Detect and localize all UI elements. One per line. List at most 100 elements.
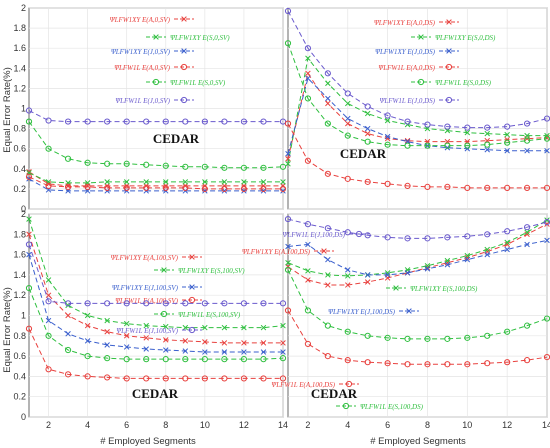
data-point (285, 259, 291, 266)
legend-marker (180, 96, 188, 104)
data-point (84, 322, 91, 329)
x-tick-label: 14 (542, 420, 550, 430)
legend-marker (189, 254, 195, 260)
series-tl-5 (25, 107, 287, 125)
data-point (325, 272, 331, 278)
data-point (305, 55, 311, 62)
legend-entry: ΨLFW1L E(J,100,SV) (116, 326, 202, 335)
data-point (484, 141, 491, 148)
legend-marker (161, 267, 167, 273)
data-point (182, 184, 189, 191)
data-point (260, 300, 267, 307)
legend-label: ΨLFW1L E(A,100,DS) (271, 381, 335, 389)
legend-entry: ΨLFW1XY E(S,0,SV) (146, 34, 230, 42)
data-point (504, 147, 510, 154)
data-point (284, 40, 292, 47)
y-tick-label: 1.6 (13, 43, 26, 53)
data-point (384, 117, 391, 124)
series-line (28, 244, 283, 304)
data-point (523, 137, 531, 144)
legend-entry: ΨLFW1L E(A,100,DS) (271, 380, 359, 389)
x-tick-label: 6 (385, 420, 390, 430)
legend-entry: ΨLFW1XY E(J,0,SV) (111, 48, 194, 56)
data-point (201, 118, 208, 125)
data-point (279, 118, 287, 125)
data-point (221, 164, 228, 171)
data-point (464, 129, 471, 136)
data-point (523, 224, 531, 231)
data-point (504, 228, 511, 235)
data-point (221, 185, 228, 192)
y-tick-label: 0 (21, 412, 26, 422)
legend-label: ΨLFW1L E(J,0,SV) (115, 97, 170, 105)
data-point (104, 184, 111, 191)
data-point (524, 231, 530, 238)
data-point (504, 359, 511, 366)
data-point (345, 100, 351, 107)
legend-label: ΨLFW1XY E(A,0,SV) (110, 16, 171, 24)
data-point (182, 348, 189, 354)
series-tr-5 (284, 7, 550, 131)
data-point (260, 185, 267, 192)
legend-label: ΨLFW1L E(S,100,SV) (178, 311, 241, 319)
data-point (384, 360, 391, 367)
data-point (304, 45, 312, 52)
data-point (45, 292, 52, 298)
series-tr-2 (285, 75, 550, 157)
data-point (284, 215, 292, 223)
series-line (287, 77, 547, 154)
data-point (241, 340, 247, 346)
data-point (304, 157, 312, 164)
y-tick-label: 0 (21, 204, 26, 214)
data-point (241, 349, 247, 355)
y-tick-label: 2 (21, 209, 26, 219)
data-point (344, 175, 351, 182)
data-point (162, 300, 169, 307)
data-point (384, 272, 391, 278)
data-point (504, 139, 511, 146)
data-point (464, 124, 471, 131)
data-point (201, 356, 208, 363)
data-point (384, 133, 391, 140)
data-point (484, 332, 491, 339)
data-point (25, 107, 33, 114)
legend-entry: ΨLFW1XY E(S,100,SV) (154, 267, 245, 275)
data-point (240, 118, 248, 125)
y-tick-label: 1.8 (13, 23, 26, 33)
data-point (240, 300, 248, 307)
data-point (143, 322, 149, 329)
data-point (221, 340, 228, 346)
data-point (45, 182, 52, 189)
data-point (182, 118, 189, 125)
data-point (162, 375, 169, 382)
data-point (324, 170, 331, 177)
series-line (28, 218, 284, 329)
series-line (287, 72, 548, 159)
data-point (221, 324, 228, 331)
legend-label: ΨLFW1XY E(A,0,DS) (374, 19, 436, 27)
data-point (404, 118, 411, 125)
legend-marker (355, 230, 363, 238)
data-point (182, 338, 189, 344)
data-point (260, 188, 267, 194)
data-point (304, 340, 312, 348)
data-point (364, 130, 371, 137)
legend-label: ΨLFW1XY E(A,100,SV) (111, 254, 179, 262)
data-point (163, 337, 169, 343)
data-point (345, 115, 351, 122)
data-point (26, 251, 32, 258)
data-point (104, 179, 110, 185)
series-line (287, 57, 547, 164)
data-point (241, 324, 247, 331)
data-point (182, 163, 189, 170)
data-point (384, 334, 391, 341)
data-point (504, 246, 510, 253)
data-point (221, 300, 228, 307)
y-tick-label: 0.2 (13, 184, 26, 194)
data-point (202, 179, 208, 185)
legend-marker (189, 284, 195, 290)
data-point (280, 322, 286, 329)
data-point (364, 138, 371, 145)
data-point (221, 375, 228, 382)
data-point (404, 142, 411, 149)
